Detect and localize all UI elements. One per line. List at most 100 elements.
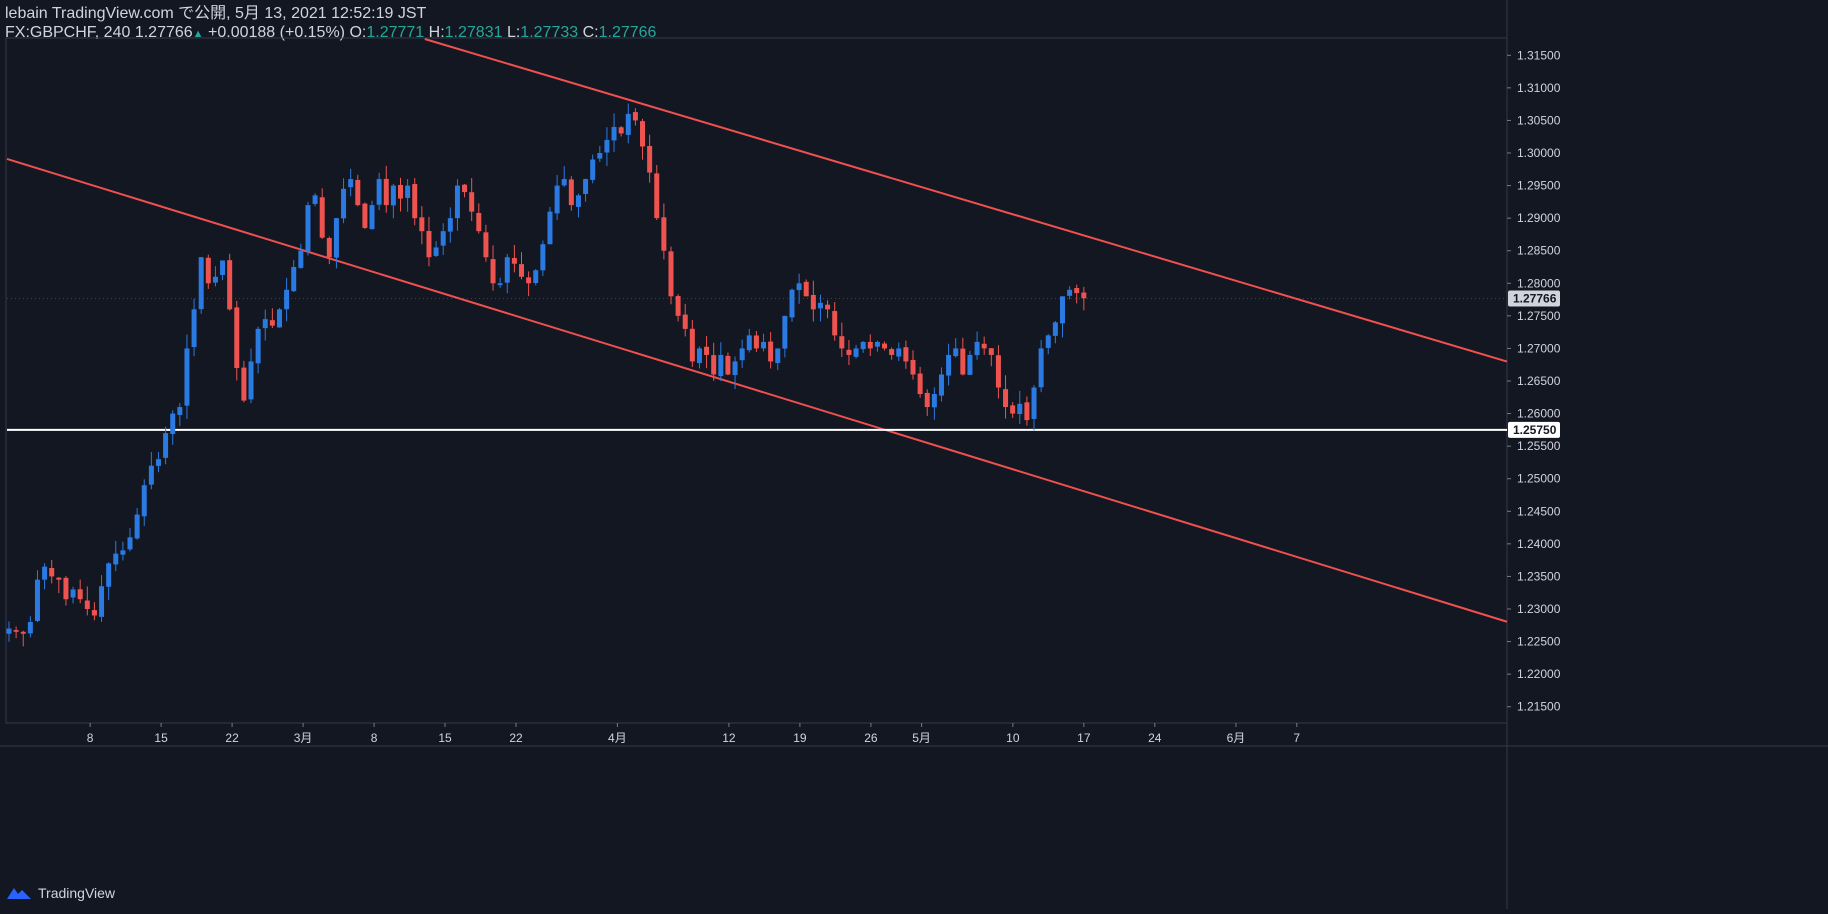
plot-frame [5,37,1508,724]
candle-body [284,289,290,310]
candle-body [768,341,774,362]
candle-body [896,348,902,357]
x-tick-label: 8 [371,731,378,745]
candle-body [319,197,325,238]
candle-body [853,348,859,357]
candle-body [711,355,717,375]
candle-body [56,577,62,580]
candle-body [426,230,432,258]
candle-body [298,250,304,268]
candle-body [917,373,923,395]
candle-body [177,407,183,416]
candle-body [262,319,268,329]
y-tick-label: 1.26000 [1517,407,1561,421]
candle-body [412,184,418,219]
candle-body [782,315,788,349]
candle-body [490,259,496,284]
candle-body [526,277,532,284]
candle-body [625,113,631,135]
candle-body [931,394,937,408]
candle-body [170,413,176,435]
candle-body [803,281,809,297]
candle-body [504,257,510,283]
last-price-tag: 1.27766 [1513,292,1557,306]
candle-body [817,302,823,309]
support-price-tag-bg [1508,421,1560,438]
x-tick-label: 24 [1148,731,1162,745]
candle-body [376,179,382,205]
candle-body [34,579,40,621]
candle-body [590,159,596,180]
candle-body [825,304,831,310]
candle-body [946,354,952,376]
candle-body [241,367,247,401]
candle-body [910,359,916,375]
y-tick-label: 1.24500 [1517,504,1561,518]
x-tick-label: 19 [793,731,807,745]
symbol-label[interactable]: FX:GBPCHF, 240 [5,24,131,41]
candle-body [988,348,994,355]
x-tick-label: 22 [509,731,523,745]
candle-body [84,600,90,609]
y-tick-label: 1.23500 [1517,569,1561,583]
last-price-tag-bg [1508,290,1560,307]
candle-body [604,139,610,153]
candle-body [647,146,653,173]
candle-body [568,179,574,206]
candle-body [1024,402,1030,421]
candle-body [27,622,33,634]
chart-header: lebain TradingView.com で公開, 5月 13, 2021 … [5,4,656,42]
x-tick-label: 17 [1077,731,1091,745]
open-value: 1.27771 [366,24,425,41]
last-price: 1.27766 [134,24,193,41]
candle-body [220,260,226,275]
footer: TradingView [6,885,115,901]
candle-body [696,348,702,364]
candle-body [924,392,930,408]
candle-body [832,311,838,336]
y-tick-label: 1.30000 [1517,146,1561,160]
x-tick-label: 15 [154,731,168,745]
candle-body [113,553,119,565]
candle-body [761,341,767,349]
candle-body [49,567,55,577]
y-tick-label: 1.30500 [1517,113,1561,127]
candle-body [554,185,560,214]
candle-body [519,264,525,277]
x-tick-label: 22 [225,731,239,745]
candle-body [355,179,361,206]
candle-body [903,347,909,362]
candle-body [483,232,489,258]
close-value: 1.27766 [598,24,657,41]
x-tick-label: 6月 [1227,731,1246,745]
candle-body [390,185,396,206]
candle-body [704,346,710,355]
candle-body [561,179,567,186]
candle-body [1031,387,1037,419]
candle-body [967,354,973,375]
open-label: O: [349,24,367,41]
y-tick-label: 1.23000 [1517,602,1561,616]
x-tick-label: 3月 [294,731,313,745]
candle-body [1067,289,1073,296]
candle-body [269,320,275,326]
candle-body [511,257,517,264]
candle-body [184,348,190,406]
high-value: 1.27831 [444,24,503,41]
candle-body [462,184,468,193]
candle-body [618,127,624,134]
candle-body [91,610,97,616]
candle-body [953,348,959,357]
candle-body [632,112,638,121]
candle-body [640,121,646,147]
candle-body [540,244,546,271]
y-tick-label: 1.22000 [1517,667,1561,681]
candle-body [134,514,140,539]
x-tick-label: 15 [438,731,452,745]
candle-body [739,348,745,361]
candle-body [469,192,475,212]
candle-body [191,309,197,348]
candle-body [77,589,83,600]
